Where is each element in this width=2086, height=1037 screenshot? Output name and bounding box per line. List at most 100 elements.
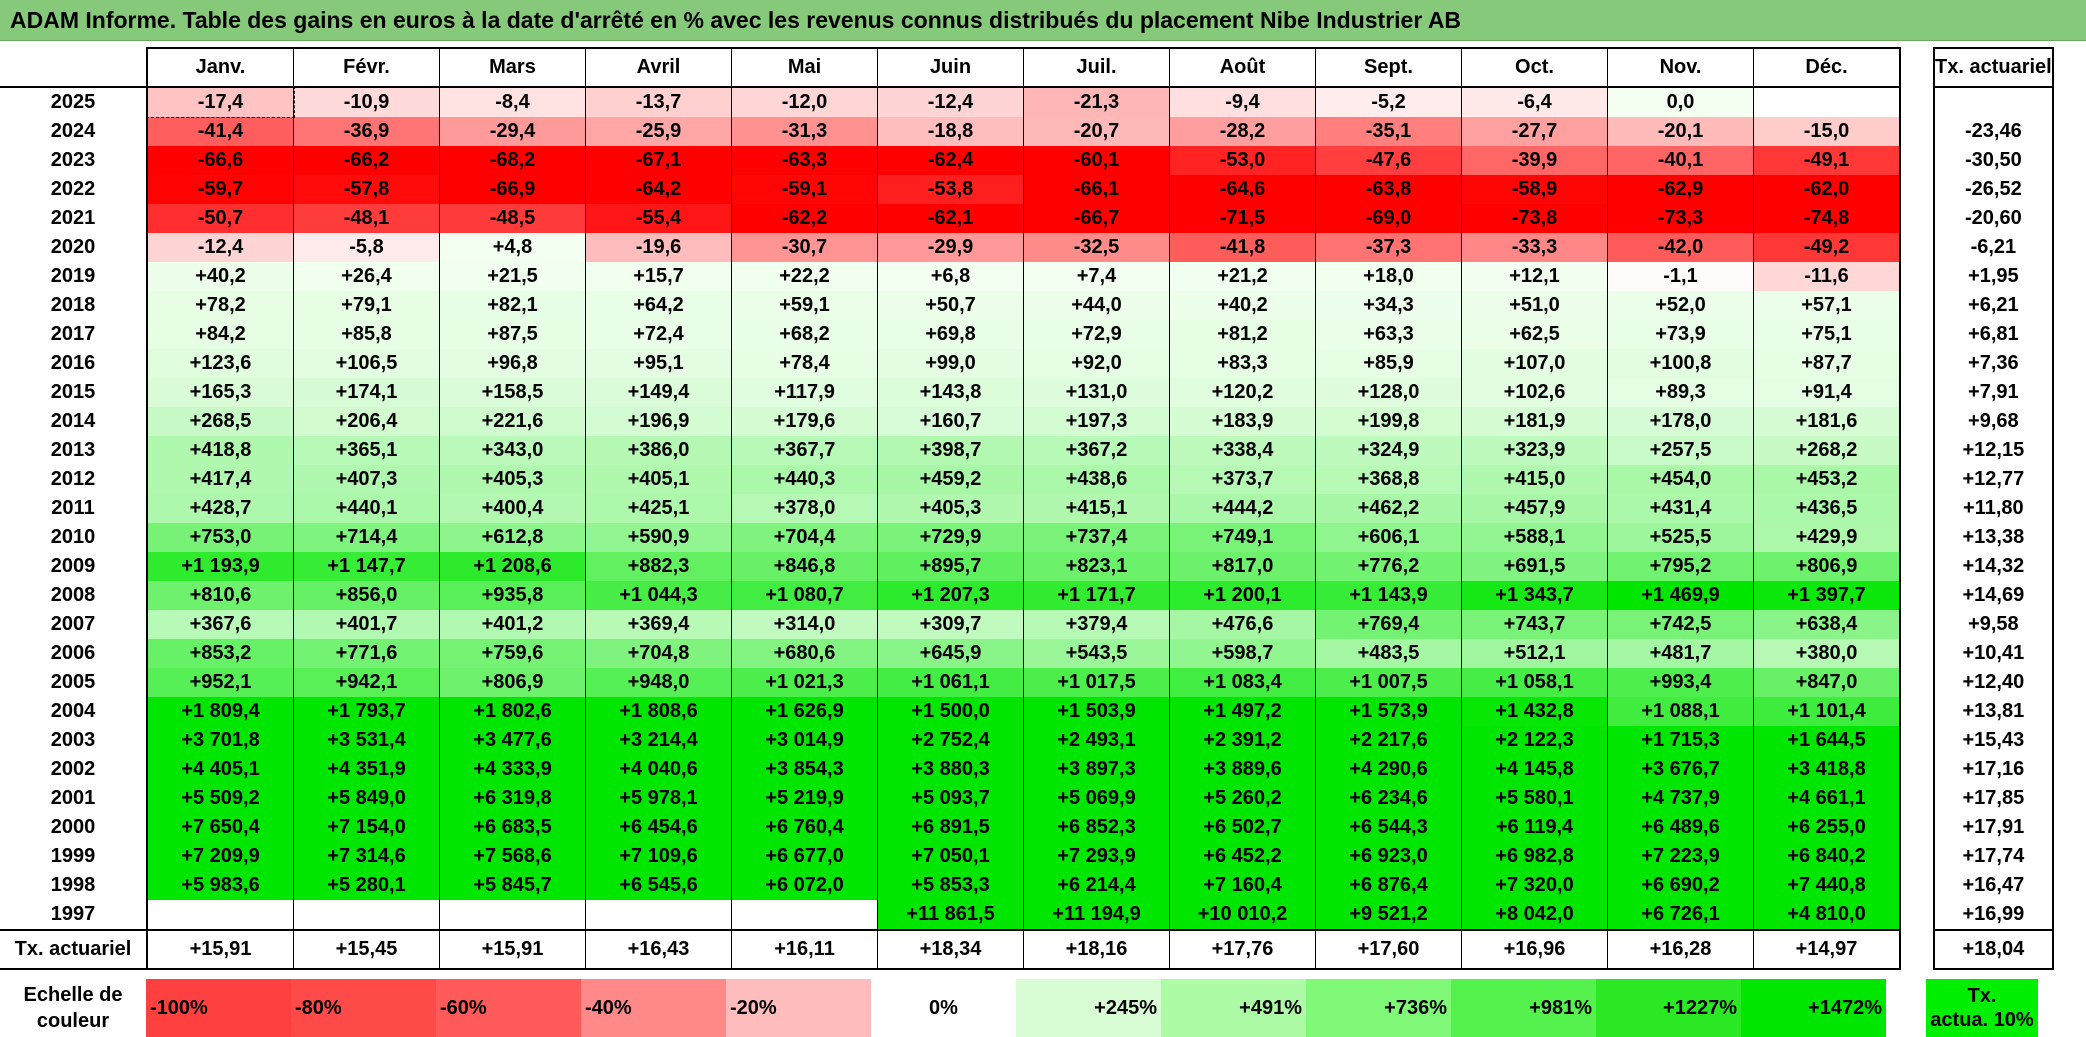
value-cell: +72,4 xyxy=(585,320,732,349)
value-cell: +6 214,4 xyxy=(1023,871,1170,900)
year-cell: 2010 xyxy=(50,526,96,548)
table-row: 2003 +3 701,8 +3 531,4 +3 477,6 +3 214,4 +3 0… xyxy=(0,726,2054,755)
value-cell: -29,9 xyxy=(877,233,1024,262)
table-row: 2018 +78,2 +79,1 +82,1 +64,2 +59,1 +50,7 +44,0 +… xyxy=(0,291,2054,320)
value-cell: -49,2 xyxy=(1753,233,1901,262)
value-cell: +87,7 xyxy=(1753,349,1901,378)
value-cell: -41,8 xyxy=(1169,233,1316,262)
value-cell: +429,9 xyxy=(1753,523,1901,552)
value-cell: +6 726,1 xyxy=(1607,900,1754,930)
tx-cell: +13,81 xyxy=(1933,697,2054,726)
value-cell: +753,0 xyxy=(146,523,294,552)
year-cell: 2018 xyxy=(50,294,96,316)
value-cell: +365,1 xyxy=(293,436,440,465)
value-cell: +3 014,9 xyxy=(731,726,878,755)
value-cell: -36,9 xyxy=(293,117,440,146)
row-gap xyxy=(1900,291,1934,320)
row-gap xyxy=(1900,581,1934,610)
value-cell: +5 983,6 xyxy=(146,871,294,900)
value-cell: -73,8 xyxy=(1461,204,1608,233)
value-cell: +737,4 xyxy=(1023,523,1170,552)
value-cell: -57,8 xyxy=(293,175,440,204)
value-cell: +6 683,5 xyxy=(439,813,586,842)
value-cell: -28,2 xyxy=(1169,117,1316,146)
tx-cell: +6,21 xyxy=(1933,291,2054,320)
color-swatch: -40% xyxy=(581,979,726,1037)
value-cell: -30,7 xyxy=(731,233,878,262)
value-cell: +1 802,6 xyxy=(439,697,586,726)
value-cell: +343,0 xyxy=(439,436,586,465)
value-cell: -66,6 xyxy=(146,146,294,175)
value-cell: +795,2 xyxy=(1607,552,1754,581)
tx-cell: +16,99 xyxy=(1933,900,2054,930)
value-cell: +4 810,0 xyxy=(1753,900,1901,930)
table-footer: Tx. actuariel +15,91 +15,45 +15,91 +16,43 +16… xyxy=(0,929,2054,970)
color-swatch: -100% xyxy=(146,979,291,1037)
value-cell: +6 489,6 xyxy=(1607,813,1754,842)
row-gap xyxy=(1900,175,1934,204)
value-cell: +72,9 xyxy=(1023,320,1170,349)
month-header-1: Févr. xyxy=(293,47,440,88)
value-cell: +771,6 xyxy=(293,639,440,668)
row-gap xyxy=(1900,697,1934,726)
month-header-7: Août xyxy=(1169,47,1316,88)
value-cell: +2 752,4 xyxy=(877,726,1024,755)
year-cell: 2022 xyxy=(50,178,96,200)
value-cell: +5 580,1 xyxy=(1461,784,1608,813)
value-cell: -12,0 xyxy=(731,87,878,117)
value-cell: +5 093,7 xyxy=(877,784,1024,813)
row-gap xyxy=(1900,233,1934,262)
value-cell: -53,0 xyxy=(1169,146,1316,175)
value-cell xyxy=(1753,87,1901,117)
value-cell: +5 219,9 xyxy=(731,784,878,813)
year-cell: 2014 xyxy=(50,410,96,432)
footer-value: +16,28 xyxy=(1607,929,1754,970)
value-cell: -66,7 xyxy=(1023,204,1170,233)
value-cell: +1 343,7 xyxy=(1461,581,1608,610)
value-cell: +62,5 xyxy=(1461,320,1608,349)
table-header: Janv. Févr. Mars Avril Mai Juin Juil. Août Sept.… xyxy=(0,47,2054,88)
table-row: 2022 -59,7 -57,8 -66,9 -64,2 -59,1 -53,8 -66,1-… xyxy=(0,175,2054,204)
value-cell: +817,0 xyxy=(1169,552,1316,581)
value-cell: -59,7 xyxy=(146,175,294,204)
value-cell xyxy=(146,900,294,930)
value-cell: -6,4 xyxy=(1461,87,1608,117)
value-cell: +606,1 xyxy=(1315,523,1462,552)
scale-gap xyxy=(1886,979,1926,1037)
value-cell: +895,7 xyxy=(877,552,1024,581)
value-cell: +51,0 xyxy=(1461,291,1608,320)
value-cell: +6 876,4 xyxy=(1315,871,1462,900)
value-cell: +40,2 xyxy=(146,262,294,291)
row-gap xyxy=(1900,407,1934,436)
table-row: 2000 +7 650,4 +7 154,0 +6 683,5 +6 454,6 +6 7… xyxy=(0,813,2054,842)
value-cell: +81,2 xyxy=(1169,320,1316,349)
color-scale-label-line2: couleur xyxy=(36,1010,110,1032)
row-gap xyxy=(1900,668,1934,697)
value-cell: +401,7 xyxy=(293,610,440,639)
value-cell: -58,9 xyxy=(1461,175,1608,204)
value-cell: -66,2 xyxy=(293,146,440,175)
value-cell: +7 568,6 xyxy=(439,842,586,871)
value-cell: +197,3 xyxy=(1023,407,1170,436)
value-cell: +117,9 xyxy=(731,378,878,407)
value-cell: +100,8 xyxy=(1607,349,1754,378)
value-cell: +99,0 xyxy=(877,349,1024,378)
value-cell: +440,1 xyxy=(293,494,440,523)
value-cell: +206,4 xyxy=(293,407,440,436)
value-cell: +181,9 xyxy=(1461,407,1608,436)
value-cell: +7 160,4 xyxy=(1169,871,1316,900)
color-swatch: +1472% xyxy=(1741,979,1886,1037)
table-row: 2011 +428,7 +440,1 +400,4 +425,1 +378,0 +405,3… xyxy=(0,494,2054,523)
value-cell: -20,1 xyxy=(1607,117,1754,146)
footer-value: +17,76 xyxy=(1169,929,1316,970)
table-row: 2023 -66,6 -66,2 -68,2 -67,1 -63,3 -62,4 -60,1-… xyxy=(0,146,2054,175)
footer-tx: +18,04 xyxy=(1933,929,2054,970)
tx-cell: +12,15 xyxy=(1933,436,2054,465)
footer-value: +14,97 xyxy=(1753,929,1901,970)
value-cell: +415,1 xyxy=(1023,494,1170,523)
value-cell: -55,4 xyxy=(585,204,732,233)
value-cell: +7 314,6 xyxy=(293,842,440,871)
value-cell: +2 391,2 xyxy=(1169,726,1316,755)
value-cell: -63,3 xyxy=(731,146,878,175)
table-row: 1997 +11 861,5 +11 194,9 +10 010,2 +9 521,2 +… xyxy=(0,900,2054,930)
